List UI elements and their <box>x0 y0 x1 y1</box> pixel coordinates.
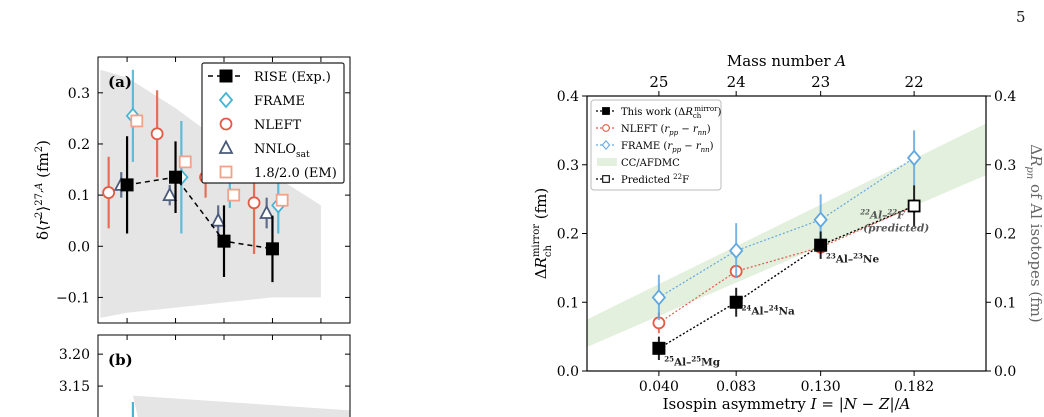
y-tick-label: 0.2 <box>68 137 90 153</box>
y-tick-label: −0.1 <box>56 290 90 306</box>
this-work-dotted-line <box>658 205 915 349</box>
top-tick-label: 24 <box>727 73 746 91</box>
y-tick-label: 0.0 <box>68 239 90 255</box>
annotation-extra: (predicted) <box>863 222 929 234</box>
legend-marker <box>219 165 233 179</box>
x-tick-label: 0.040 <box>639 379 679 395</box>
y-tick-label: 3.15 <box>59 379 90 395</box>
legend-label: Predicted 22F <box>621 173 689 186</box>
data-point-nleft <box>102 186 116 199</box>
panel-b-letter: (b) <box>108 351 133 369</box>
y-axis-label: δ⟨r2⟩27,A (fm2) <box>34 140 52 240</box>
y-tick-label: 0.0 <box>557 364 579 380</box>
data-point <box>728 242 744 260</box>
legend-marker <box>219 117 233 131</box>
data-point-nnlo-sat <box>162 186 178 202</box>
data-point-1-8-2-0-em- <box>227 188 241 202</box>
cc-afdmc-band <box>587 123 986 347</box>
legend-marker <box>601 139 611 151</box>
y-tick-label: 0.3 <box>68 86 90 102</box>
y-axis-label: ΔRchmirror (fm) <box>531 188 554 279</box>
top-tick-label: 25 <box>649 73 668 91</box>
y2-tick-label: 0.3 <box>994 158 1016 174</box>
data-point-rise-exp- <box>217 234 231 248</box>
nucleus-annotation: 25Al–25Mg <box>664 355 721 369</box>
data-point <box>813 211 828 229</box>
data-point-rise-exp- <box>120 178 134 192</box>
rise-dashed-line <box>126 176 273 250</box>
panel-a-letter: (a) <box>108 73 132 91</box>
data-point-nnlo-sat <box>259 204 275 219</box>
dotted-line <box>658 205 915 324</box>
y-tick-label: 0.4 <box>557 89 579 105</box>
data-point <box>651 289 667 306</box>
legend-label: FRAME <box>254 94 305 109</box>
panel-b: 3.15 3.20 (b) <box>59 334 351 417</box>
uncertainty-band-b <box>132 395 350 417</box>
legend-label: NLEFT (rpp − rnn) <box>621 124 711 137</box>
legend-marker <box>602 175 610 183</box>
x-tick-label: 0.130 <box>801 379 841 395</box>
top-tick-label: 22 <box>905 73 924 91</box>
right-chart: 0.0 0.0 0.1 0.1 0.2 0.2 0.3 0.3 0.4 0.4 0.040 25 0.0… <box>531 52 1044 413</box>
legend-label: NNLOsat <box>254 142 310 160</box>
data-point-nnlo-sat <box>210 212 226 227</box>
x-tick-label: 0.182 <box>894 379 934 395</box>
legend-band <box>597 158 617 166</box>
data-point <box>906 149 922 167</box>
y2-tick-label: 0.2 <box>994 227 1016 243</box>
data-point <box>907 199 921 213</box>
legend-label: 1.8/2.0 (EM) <box>254 166 337 181</box>
x-tick-label: 0.083 <box>716 379 756 395</box>
nucleus-annotation: 22Al–22F <box>859 207 906 221</box>
legend-marker <box>218 139 234 154</box>
y2-axis-label: ΔRpn of Al isotopes (fm) <box>1024 144 1044 323</box>
y-tick-label: 0.3 <box>557 158 579 174</box>
legend-label: FRAME (rpp − rnn) <box>621 141 714 154</box>
top-tick-label: 23 <box>811 73 830 91</box>
panel-a: −0.1 0.0 0.1 0.2 0.3 δ⟨r2⟩27,A (fm2) (a) RISE (… <box>34 56 351 324</box>
legend-label: NLEFT <box>254 118 302 133</box>
data-point <box>652 341 666 355</box>
data-point-1-8-2-0-em- <box>130 114 144 128</box>
y-tick-label: 3.20 <box>59 347 90 363</box>
data-point-1-8-2-0-em- <box>178 155 192 169</box>
page-number: 5 <box>1016 8 1026 26</box>
y-tick-label: 0.1 <box>68 188 90 204</box>
dotted-line <box>658 157 915 298</box>
data-point-nleft <box>247 196 261 210</box>
top-axis-title: Mass number A <box>727 52 846 70</box>
y-tick-label: 0.1 <box>557 295 579 311</box>
legend-label: CC/AFDMC <box>621 158 680 169</box>
data-point <box>729 295 743 309</box>
y2-tick-label: 0.4 <box>994 89 1016 105</box>
data-point-rise-exp- <box>265 242 279 256</box>
legend-marker <box>602 107 610 115</box>
data-point-nleft <box>150 127 164 141</box>
y2-tick-label: 0.1 <box>994 295 1016 311</box>
legend-label: This work (ΔRchmirror) <box>621 105 721 120</box>
data-point-1-8-2-0-em- <box>275 193 289 207</box>
y-tick-label: 0.2 <box>557 227 579 243</box>
legend-box <box>590 99 722 191</box>
data-point-rise-exp- <box>169 170 183 184</box>
nucleus-annotation: 23Al–23Ne <box>826 251 879 265</box>
y2-tick-label: 0.0 <box>994 364 1016 380</box>
data-point <box>814 238 828 252</box>
legend-marker <box>219 69 233 83</box>
legend-marker <box>602 124 610 132</box>
legend-label: RISE (Exp.) <box>254 70 331 85</box>
x-axis-label: Isospin asymmetry I = |N − Z|/A <box>663 395 911 413</box>
nucleus-annotation: 24Al–24Na <box>742 304 795 318</box>
legend-marker <box>218 91 234 109</box>
legend-box <box>201 62 345 184</box>
